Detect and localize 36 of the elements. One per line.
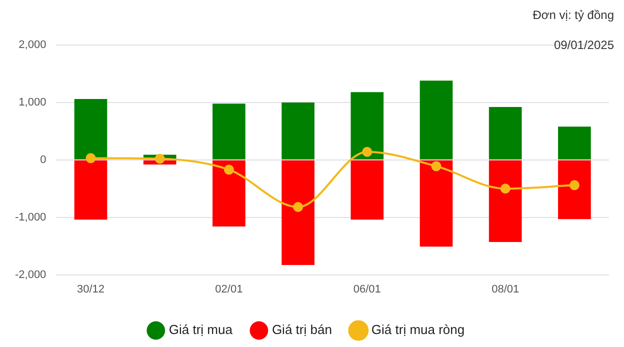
- x-tick-label: 06/01: [353, 283, 381, 296]
- legend-label: Giá trị mua: [168, 322, 234, 338]
- y-tick-label: 0: [40, 154, 46, 166]
- bar: [74, 160, 108, 220]
- legend-label: Giá trị bán: [272, 322, 332, 338]
- bar: [558, 160, 591, 220]
- x-tick-label: 02/01: [215, 283, 243, 296]
- bar: [350, 92, 384, 160]
- point: [86, 153, 96, 164]
- bar: [282, 102, 314, 160]
- y-tick-label: 1,000: [18, 96, 46, 108]
- legend-label: Giá trị mua ròng: [371, 322, 465, 338]
- point: [154, 154, 165, 164]
- bar: [558, 126, 591, 160]
- bar: [420, 80, 453, 160]
- bar: [212, 160, 246, 227]
- point: [293, 202, 304, 212]
- bar: [488, 107, 522, 160]
- point: [362, 146, 372, 157]
- point: [431, 161, 442, 172]
- bar: [420, 160, 453, 247]
- y-tick-label: 2,000: [18, 39, 46, 52]
- point: [500, 184, 510, 194]
- bar: [488, 160, 522, 242]
- y-tick-label: -1,000: [14, 211, 46, 224]
- annotation: 09/01/2025: [554, 38, 614, 52]
- point: [224, 164, 234, 175]
- x-tick-label: 08/01: [492, 283, 520, 296]
- point: [569, 180, 580, 190]
- text: Đơn vị: tỷ đồng: [532, 8, 614, 22]
- bar: [74, 99, 108, 160]
- x-tick-label: 30/12: [76, 283, 105, 296]
- bar: [212, 104, 246, 160]
- bar: [282, 160, 314, 266]
- bar: [350, 160, 384, 220]
- y-tick-label: -2,000: [14, 268, 46, 281]
